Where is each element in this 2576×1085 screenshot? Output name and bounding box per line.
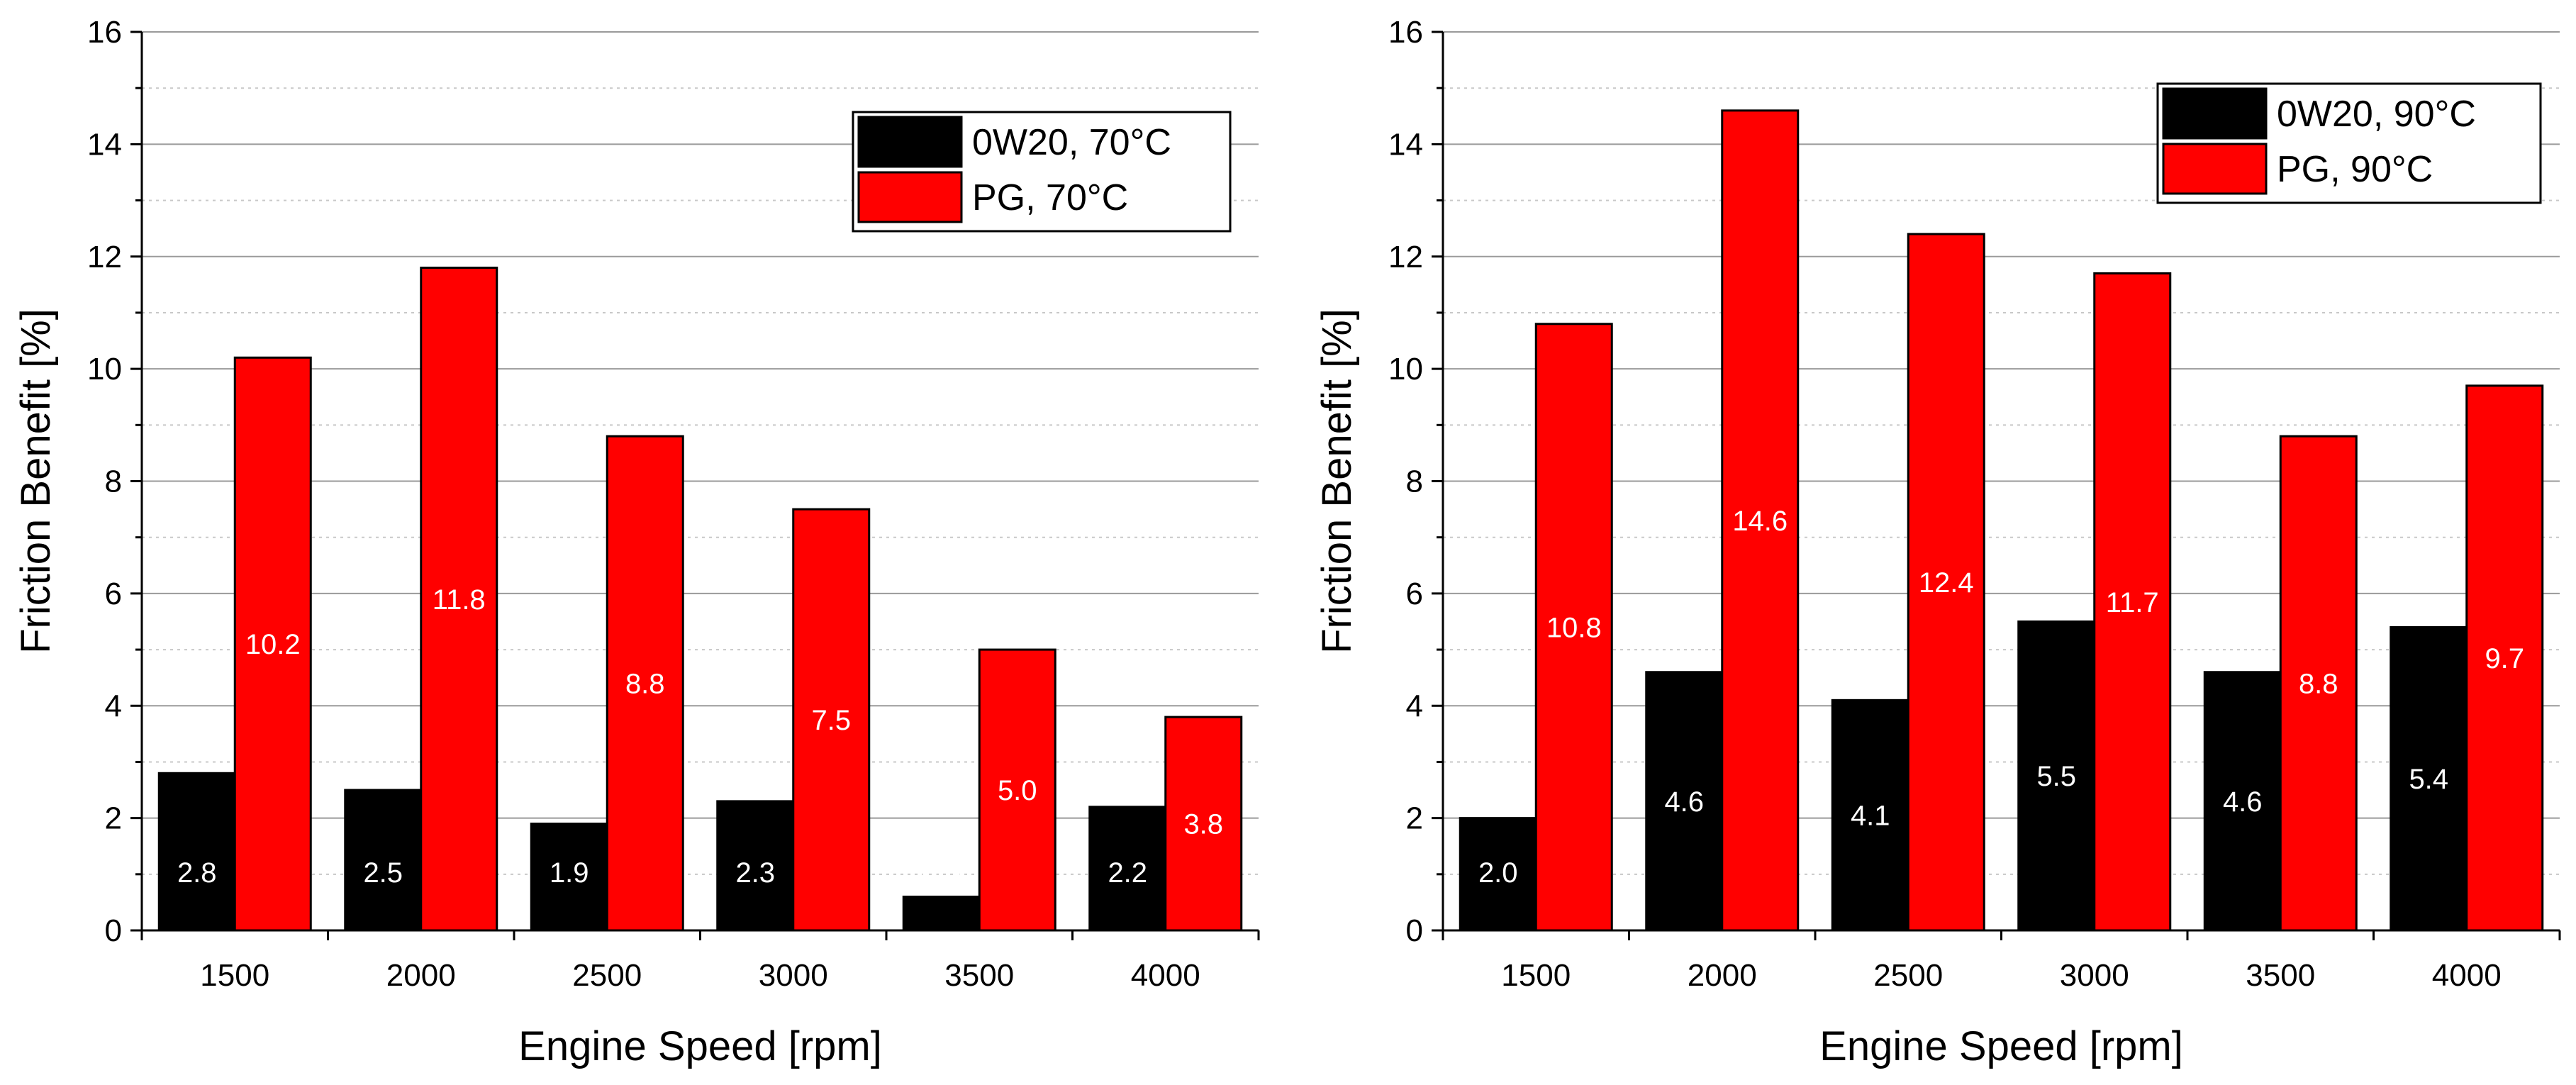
bar-series2-4000 [2465,384,2544,932]
x-tick-label: 2500 [572,958,642,993]
y-axis-title: Friction Benefit [%] [13,308,59,654]
x-tick-label: 4000 [2432,958,2502,993]
data-label: 10.2 [245,629,301,660]
data-label: 5.4 [2409,764,2448,795]
legend-label-series1: 0W20, 90°C [2277,94,2476,135]
data-label: 1.9 [550,857,589,889]
x-tick-label: 3000 [2060,958,2129,993]
chart-90c: 2.0 4.6 4.1 5.5 4.6 5.4 10.8 14.6 12.4 11.7 8.8 9.7… [1314,15,2561,1069]
legend-swatch-series1 [2162,87,2268,140]
bar-series2-3000 [792,508,871,932]
data-label: 2.0 [1478,857,1518,889]
data-label: 5.5 [2036,761,2076,792]
y-tick-label: 10 [1388,352,1423,386]
data-label: 2.2 [1108,857,1147,889]
data-label: 7.5 [811,705,851,736]
x-tick-label: 3500 [944,958,1014,993]
x-axis-title: Engine Speed [rpm] [1819,1023,2183,1069]
y-tick-label: 2 [1406,801,1423,836]
x-tick-label: 3500 [2246,958,2315,993]
data-label: 11.7 [2106,587,2159,618]
data-label: 10.8 [1546,612,1602,643]
bar-series2-2000 [1721,109,1800,932]
data-label: 4.6 [2223,786,2263,818]
data-label: 2.5 [363,857,403,889]
y-tick-label: 6 [105,577,122,611]
bar-series1-4000 [2390,625,2468,932]
x-tick-label: 2000 [386,958,456,993]
bar-series1-1500 [157,772,236,932]
y-tick-label: 16 [1388,15,1423,50]
y-tick-label: 12 [87,240,122,274]
data-label: 8.8 [2299,669,2338,700]
y-tick-label: 4 [1406,689,1423,723]
data-label: 11.8 [433,584,486,616]
bar-series2-2500 [606,435,684,932]
y-axis-title: Friction Benefit [%] [1314,308,1360,654]
x-tick-label: 1500 [1501,958,1571,993]
y-tick-label: 8 [105,464,122,499]
legend-swatch-series1 [857,116,963,168]
y-tick-label: 6 [1406,577,1423,611]
y-tick-label: 0 [1406,913,1423,948]
x-tick-label: 2000 [1688,958,1757,993]
x-axis-title: Engine Speed [rpm] [518,1023,882,1069]
data-label: 2.3 [735,857,775,889]
legend-label-series2: PG, 90°C [2277,149,2433,190]
chart-70c: 2.8 2.5 1.9 2.3 0.6 2.2 10.2 11.8 8.8 7.5 5.0 3.8 0 2… [13,15,1260,1069]
bar-series1-3000 [2017,620,2096,932]
y-tick-label: 4 [105,689,122,723]
data-label: 14.6 [1732,506,1788,537]
bar-series1-3500 [902,895,981,932]
y-tick-label: 14 [1388,127,1423,162]
data-label: 2.8 [177,857,217,889]
bar-series1-2500 [1831,699,1909,932]
y-tick-label: 0 [105,913,122,948]
x-tick-label: 3000 [759,958,828,993]
bar-series1-3500 [2203,671,2282,932]
data-label: 8.8 [625,669,665,700]
data-label: 9.7 [2485,643,2524,674]
y-tick-label: 14 [87,127,122,162]
bar-series2-1500 [233,356,312,932]
y-tick-label: 12 [1388,240,1423,274]
y-tick-label: 10 [87,352,122,386]
data-label: 4.6 [1664,786,1704,818]
data-label: 12.4 [1919,567,1974,599]
data-label: 3.8 [1183,809,1223,840]
x-tick-label: 4000 [1131,958,1200,993]
y-tick-label: 2 [105,801,122,836]
y-tick-label: 8 [1406,464,1423,499]
data-label: 5.0 [998,775,1037,806]
y-tick-label: 16 [87,15,122,50]
data-label: 4.1 [1851,801,1890,832]
x-tick-label: 2500 [1873,958,1943,993]
bar-series2-4000 [1164,716,1243,932]
legend-swatch-series2 [2162,143,2268,195]
data-label: 0.6 [922,857,961,889]
bar-series2-2500 [1907,233,1985,932]
x-tick-label: 1500 [200,958,269,993]
bar-series2-2000 [420,267,498,932]
legend-label-series2: PG, 70°C [972,177,1128,218]
bar-series2-1500 [1534,323,1613,932]
legend-swatch-series2 [857,171,963,223]
legend-label-series1: 0W20, 70°C [972,122,1171,163]
